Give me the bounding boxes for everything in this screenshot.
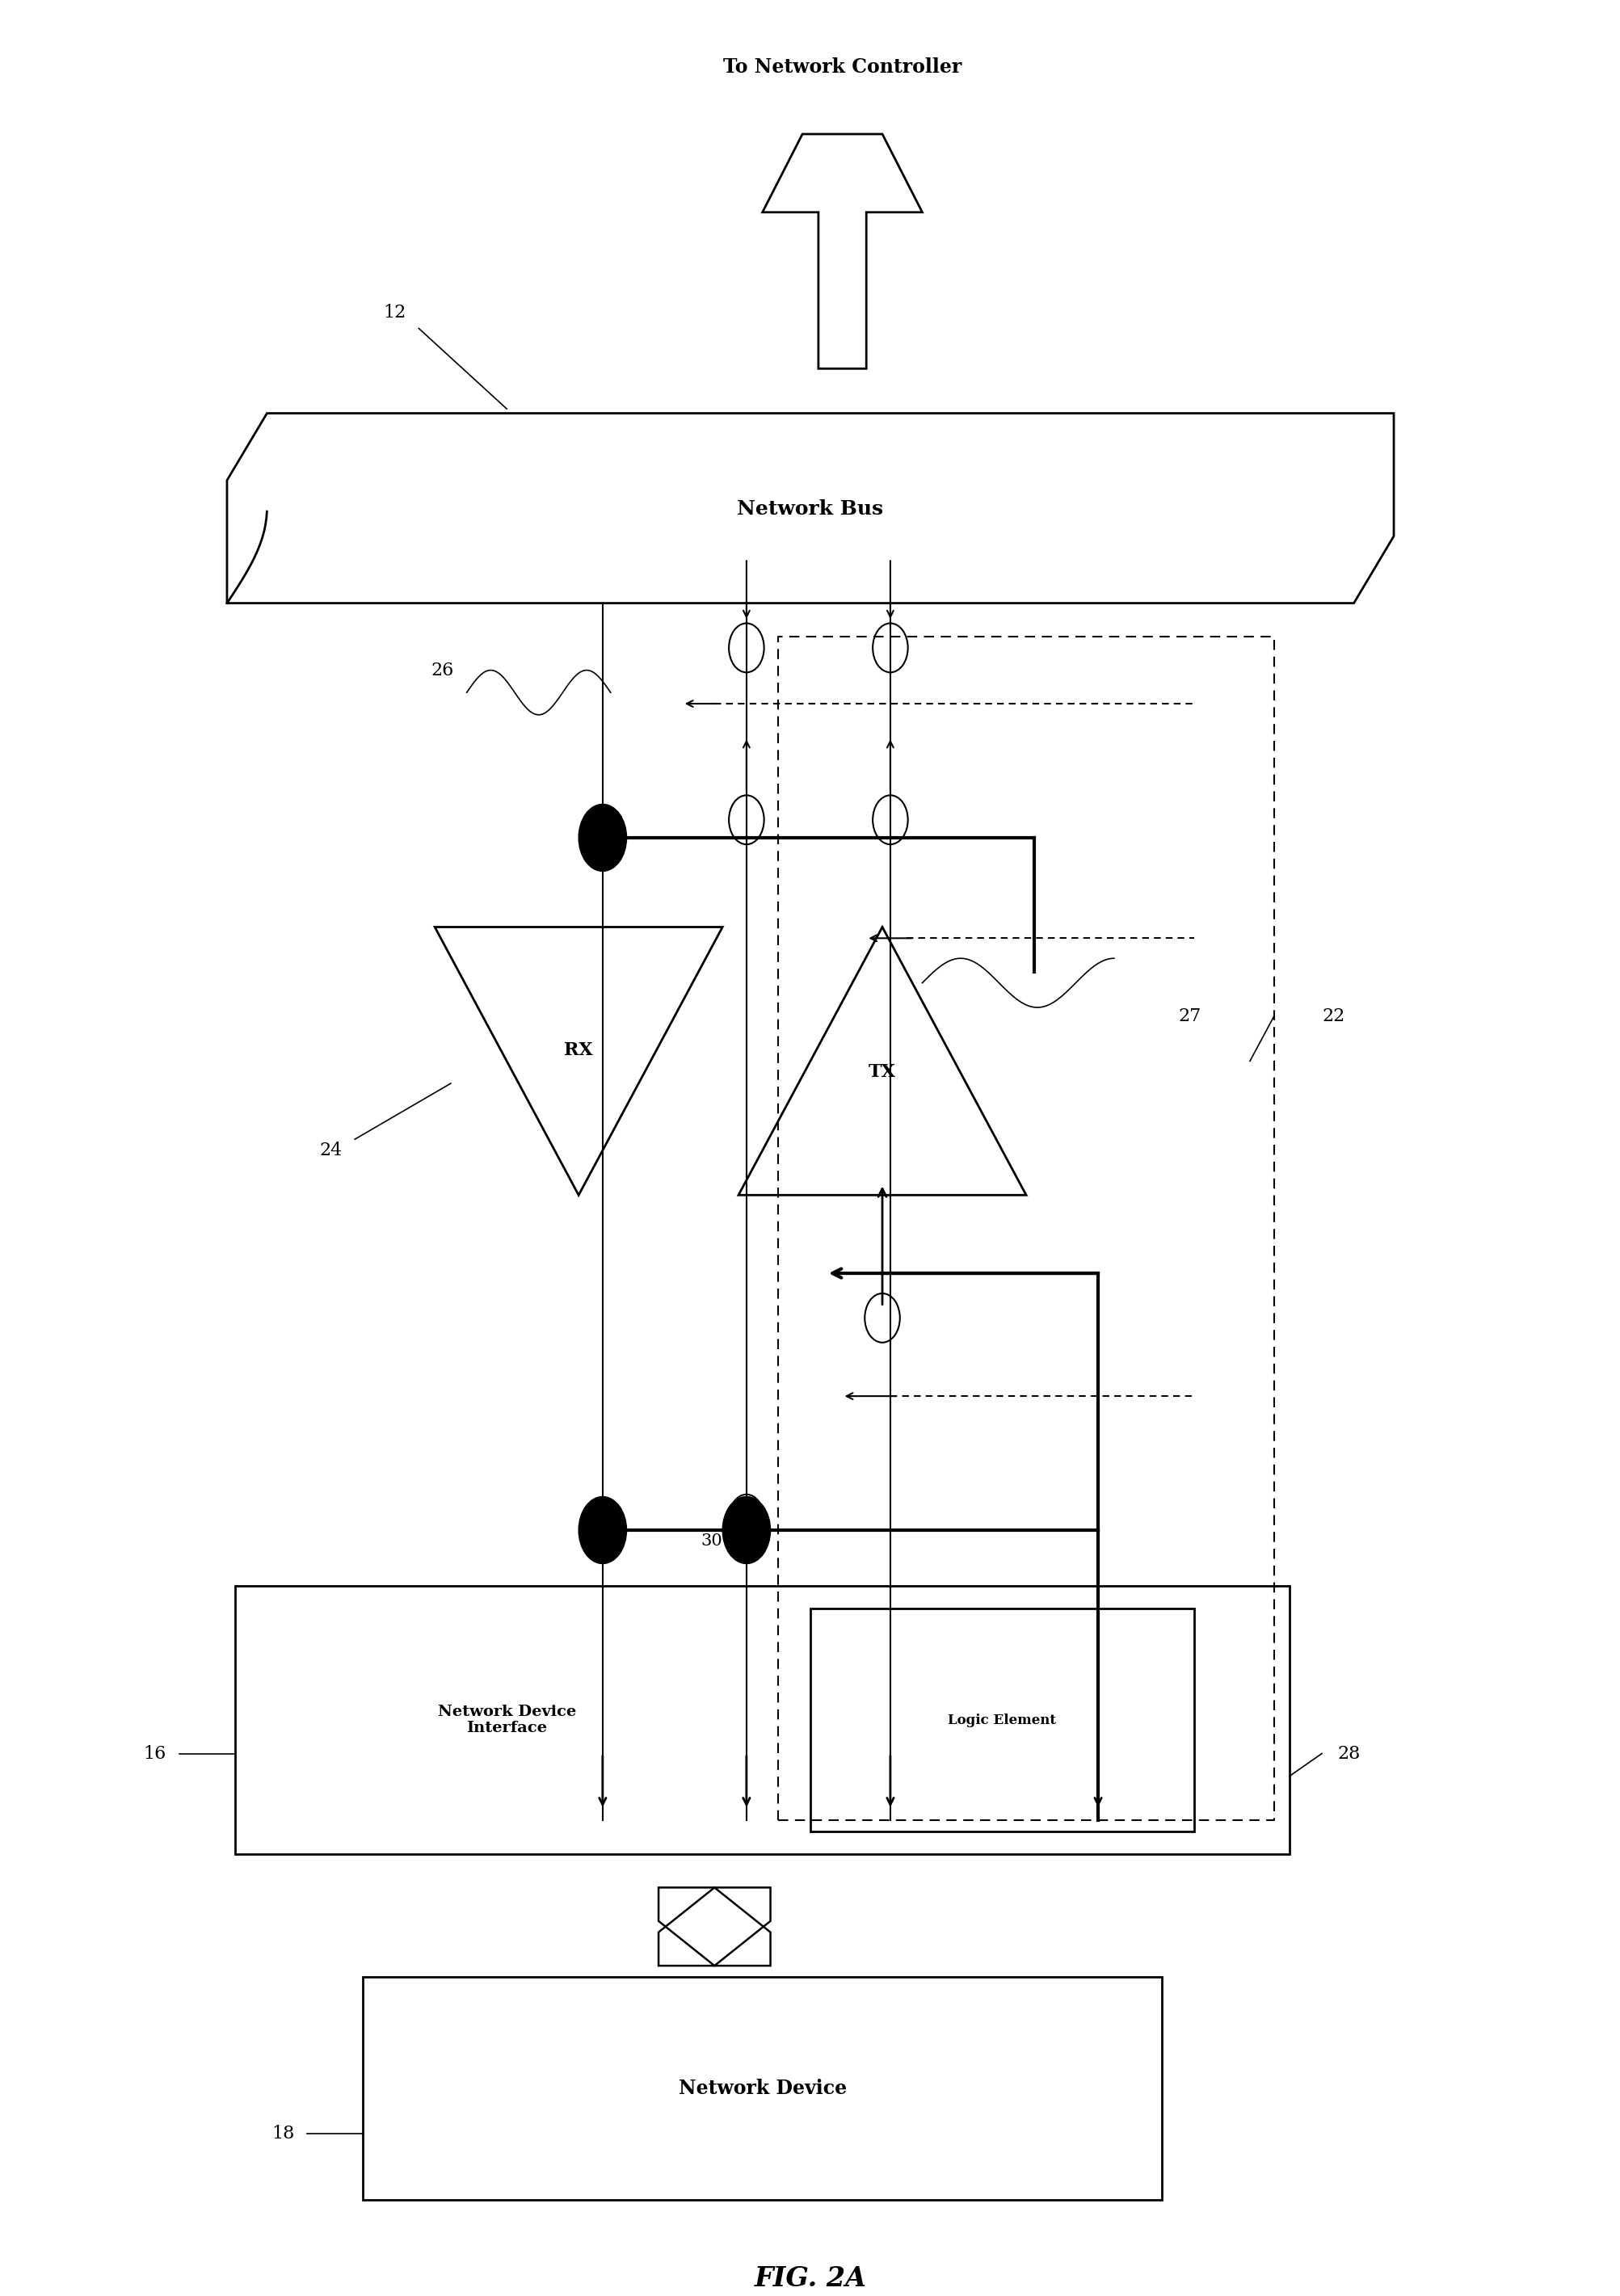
Text: TX: TX: [868, 1063, 896, 1081]
Bar: [363, 1977, 1162, 2200]
Text: Network Device
Interface: Network Device Interface: [437, 1704, 575, 1736]
Bar: [235, 1587, 1290, 1855]
Polygon shape: [434, 928, 723, 1196]
Text: FIG. 2A: FIG. 2A: [753, 2266, 867, 2291]
Text: 26: 26: [431, 661, 454, 680]
Text: 12: 12: [384, 303, 407, 321]
Circle shape: [578, 1497, 627, 1564]
Text: To Network Controller: To Network Controller: [723, 57, 961, 76]
Bar: [810, 1607, 1194, 1832]
Circle shape: [578, 804, 627, 870]
Polygon shape: [739, 928, 1025, 1196]
Text: 16: 16: [144, 1745, 167, 1763]
Text: Network Bus: Network Bus: [737, 501, 883, 519]
Text: 27: 27: [1178, 1008, 1200, 1026]
Text: 22: 22: [1322, 1008, 1345, 1026]
Text: 18: 18: [271, 2124, 295, 2142]
Text: Logic Element: Logic Element: [948, 1713, 1056, 1727]
Text: 24: 24: [319, 1141, 342, 1159]
Text: Network Device: Network Device: [679, 2078, 846, 2099]
Text: RX: RX: [564, 1040, 593, 1058]
Circle shape: [723, 1497, 770, 1564]
Polygon shape: [227, 413, 1393, 604]
Text: 30: 30: [700, 1534, 723, 1550]
Polygon shape: [761, 133, 922, 370]
Text: 28: 28: [1336, 1745, 1361, 1763]
